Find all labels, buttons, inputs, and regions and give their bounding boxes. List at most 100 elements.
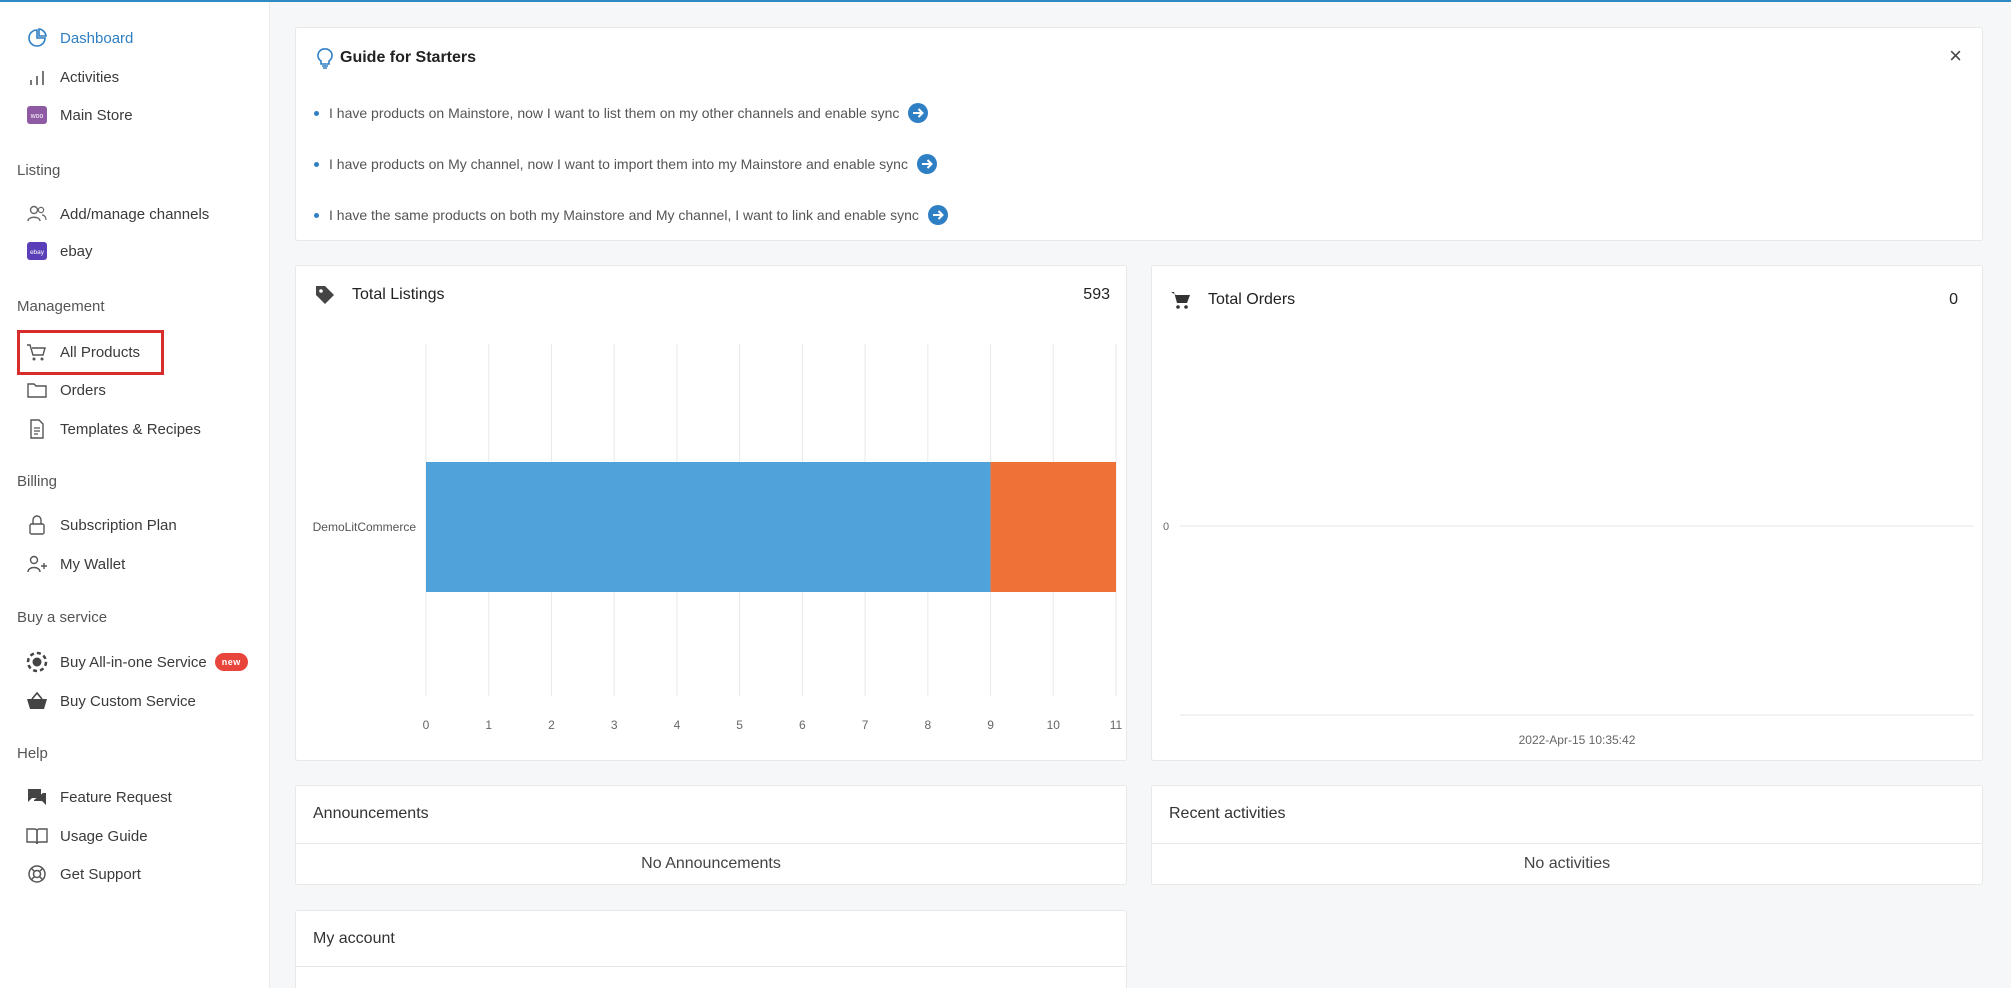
my-account-card: My account: [295, 910, 1127, 988]
x-tick-label: 10: [1047, 718, 1061, 732]
x-tick-label: 6: [799, 718, 806, 732]
sidebar-item-label: Feature Request: [60, 788, 172, 806]
sidebar-item-my-wallet[interactable]: My Wallet: [24, 550, 125, 578]
sidebar-item-all-products[interactable]: All Products: [24, 338, 140, 366]
listings-bar-chart: 0 1 2 3 4 5 6 7 8 9 10 11 DemoLitCommerce: [313, 344, 1123, 732]
ebay-logo-icon: ebay: [24, 238, 50, 264]
announcements-title: Announcements: [313, 805, 429, 822]
guide-link-text: I have the same products on both my Main…: [329, 207, 919, 223]
total-listings-card: Total Listings 593 0 1 2 3 4 5 6 7 8 9 10 11 DemoLit…: [295, 265, 1127, 761]
bullet-dot: [314, 161, 319, 167]
x-tick-label: 4: [674, 718, 681, 732]
cart-icon: [24, 339, 50, 365]
arrow-right-circle-icon[interactable]: [927, 204, 949, 226]
y-tick-label: 0: [1163, 521, 1169, 533]
x-tick-label: 1: [485, 718, 492, 732]
close-button[interactable]: ×: [1949, 43, 1962, 68]
guide-link-text: I have products on My channel, now I wan…: [329, 156, 908, 172]
guide-link-text: I have products on Mainstore, now I want…: [329, 105, 900, 121]
bullet-dot: [314, 212, 319, 218]
guide-link-list-channels[interactable]: I have products on Mainstore, now I want…: [314, 102, 929, 124]
sidebar-item-label: My Wallet: [60, 555, 126, 573]
announcements-card: Announcements No Announcements: [295, 785, 1127, 885]
sidebar-item-label: All Products: [60, 343, 141, 361]
top-accent-line: [0, 0, 2011, 2]
x-tick-label: 2022-Apr-15 10:35:42: [1519, 733, 1636, 747]
sidebar-item-ebay[interactable]: ebay ebay: [24, 237, 93, 265]
document-icon: [24, 416, 50, 442]
sidebar-item-activities[interactable]: Activities: [24, 63, 119, 91]
heading-listing: Listing: [17, 162, 61, 179]
sidebar-item-orders[interactable]: Orders: [24, 376, 106, 404]
sidebar-item-buy-custom-service[interactable]: Buy Custom Service: [24, 687, 196, 715]
guide-card: Guide for Starters × I have products on …: [295, 27, 1983, 241]
arrow-right-circle-icon[interactable]: [916, 153, 938, 175]
sidebar-item-label: Buy Custom Service: [60, 692, 196, 710]
x-tick-label: 7: [862, 718, 869, 732]
pie-chart-icon: [24, 25, 50, 51]
sidebar-item-label: Subscription Plan: [60, 516, 177, 534]
my-account-title: My account: [313, 930, 395, 947]
service-gear-icon: [24, 649, 50, 675]
sidebar-item-buy-all-in-one-service[interactable]: Buy All-in-one Service new: [24, 648, 248, 676]
sidebar-item-templates-recipes[interactable]: Templates & Recipes: [24, 415, 201, 443]
guide-link-link-products[interactable]: I have the same products on both my Main…: [314, 204, 949, 226]
user-add-icon: [24, 551, 50, 577]
heading-help: Help: [17, 745, 48, 762]
book-icon: [24, 823, 50, 849]
sidebar-item-subscription-plan[interactable]: Subscription Plan: [24, 511, 177, 539]
arrow-right-circle-icon[interactable]: [907, 102, 929, 124]
lifebuoy-icon: [24, 861, 50, 887]
sidebar-item-add-manage-channels[interactable]: Add/manage channels: [24, 200, 209, 228]
woo-logo-text: woo: [30, 113, 44, 120]
ebay-logo-text: ebay: [30, 249, 45, 256]
lightbulb-icon: [316, 47, 334, 69]
sidebar-item-label: Dashboard: [60, 29, 134, 47]
sidebar-item-get-support[interactable]: Get Support: [24, 860, 141, 888]
woocommerce-logo-icon: woo: [24, 102, 50, 128]
announcements-empty-text: No Announcements: [641, 855, 781, 872]
sidebar-item-label: ebay: [60, 242, 93, 260]
chat-icon: [24, 784, 50, 810]
divider: [1152, 843, 1982, 844]
cart-icon: [1170, 289, 1192, 311]
x-tick-label: 3: [611, 718, 618, 732]
all-products-highlight: [17, 330, 164, 375]
bar-chart-icon: [24, 64, 50, 90]
y-category-label: DemoLitCommerce: [313, 520, 417, 534]
total-orders-count: 0: [1949, 291, 1958, 308]
folder-icon: [24, 377, 50, 403]
total-listings-title: Total Listings: [352, 286, 445, 303]
sidebar-item-dashboard[interactable]: Dashboard: [24, 24, 133, 52]
sidebar-item-label: Orders: [60, 381, 106, 399]
total-orders-title: Total Orders: [1208, 291, 1296, 308]
new-badge: new: [214, 653, 248, 671]
divider: [296, 966, 1126, 967]
heading-management: Management: [17, 298, 105, 315]
guide-link-import-mainstore[interactable]: I have products on My channel, now I wan…: [314, 153, 938, 175]
total-orders-card: Total Orders 0 0 2022-Apr-15 10:35:42: [1151, 265, 1983, 761]
basket-icon: [24, 688, 50, 714]
sidebar-item-label: Buy All-in-one Service: [60, 653, 207, 671]
x-tick-label: 2: [548, 718, 555, 732]
users-icon: [24, 201, 50, 227]
recent-activities-empty-text: No activities: [1523, 855, 1611, 872]
bar-segment: [990, 462, 1116, 592]
sidebar-item-label: Activities: [60, 68, 120, 86]
heading-buy-service: Buy a service: [17, 609, 108, 626]
lock-icon: [24, 512, 50, 538]
recent-activities-card: Recent activities No activities: [1151, 785, 1983, 885]
x-tick-label: 0: [423, 718, 430, 732]
recent-activities-title: Recent activities: [1169, 805, 1286, 822]
tag-icon: [314, 284, 336, 306]
sidebar-item-feature-request[interactable]: Feature Request: [24, 783, 172, 811]
total-listings-count: 593: [1083, 286, 1110, 303]
x-tick-label: 9: [987, 718, 994, 732]
x-tick-label: 8: [924, 718, 931, 732]
sidebar-item-usage-guide[interactable]: Usage Guide: [24, 822, 148, 850]
sidebar-item-label: Templates & Recipes: [60, 420, 201, 438]
bar-segment: [426, 462, 991, 592]
heading-billing: Billing: [17, 473, 58, 490]
guide-title: Guide for Starters: [340, 49, 477, 66]
sidebar-item-main-store[interactable]: woo Main Store: [24, 101, 133, 129]
